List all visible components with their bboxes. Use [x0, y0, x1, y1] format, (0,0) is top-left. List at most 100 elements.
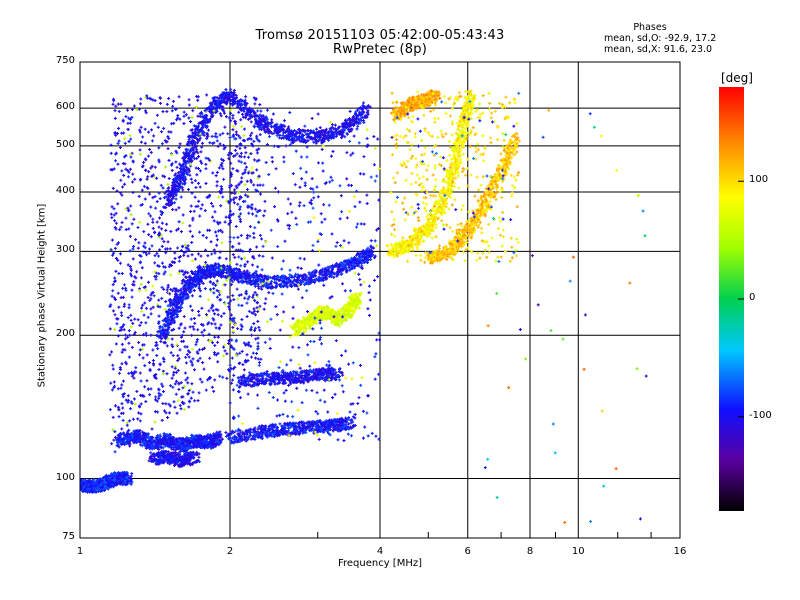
scatter-point: [248, 281, 252, 285]
scatter-point: [258, 276, 262, 280]
scatter-point: [265, 277, 269, 281]
scatter-point: [236, 271, 240, 275]
scatter-point: [253, 285, 257, 288]
scatter-point: [164, 332, 168, 336]
scatter-point: [287, 280, 291, 284]
scatter-point: [179, 303, 183, 307]
scatter-point: [224, 88, 228, 92]
scatter-point: [177, 310, 181, 314]
scatter-point: [166, 331, 170, 335]
scatter-point: [167, 319, 171, 323]
scatter-point: [159, 337, 163, 341]
scatter-point: [75, 478, 78, 481]
plot-grid: [79, 62, 681, 538]
scatter-point: [190, 283, 194, 287]
scatter-point: [159, 340, 163, 344]
scatter-point: [163, 341, 167, 345]
scatter-point: [245, 281, 249, 285]
scatter-point: [197, 455, 201, 459]
scatter-point: [195, 272, 199, 276]
scatter-point: [186, 294, 190, 298]
scatter-point: [256, 109, 260, 113]
scatter-point: [238, 273, 242, 277]
scatter-point: [163, 324, 167, 328]
scatter-point: [198, 268, 202, 272]
scatter-point: [212, 267, 216, 271]
scatter-point: [266, 283, 270, 287]
scatter-point: [285, 281, 289, 285]
scatter-point: [166, 304, 170, 308]
scatter-point: [174, 197, 178, 201]
scatter-point: [188, 275, 192, 279]
scatter-point: [237, 280, 241, 284]
scatter-point: [264, 282, 268, 286]
scatter-point: [248, 279, 252, 283]
scatter-point: [238, 276, 242, 280]
scatter-point: [208, 264, 212, 268]
scatter-point: [183, 287, 187, 291]
scatter-point: [187, 288, 191, 292]
scatter-point: [270, 285, 274, 289]
scatter-point: [166, 316, 170, 320]
scatter-point: [225, 269, 229, 273]
scatter-point: [160, 325, 164, 329]
scatter-point: [76, 481, 79, 484]
scatter-point: [290, 275, 294, 279]
scatter-point: [193, 279, 197, 283]
scatter-point: [249, 120, 253, 124]
scatter-point: [173, 303, 177, 307]
scatter-point: [273, 277, 277, 281]
scatter-point: [199, 270, 203, 274]
scatter-point: [180, 281, 184, 285]
scatter-point: [158, 324, 162, 328]
scatter-point: [197, 281, 201, 285]
scatter-point: [179, 289, 183, 293]
scatter-point: [165, 323, 169, 327]
scatter-point: [191, 285, 195, 289]
scatter-point: [173, 309, 177, 313]
scatter-point: [171, 308, 175, 312]
scatter-point: [169, 322, 173, 326]
scatter-point: [279, 282, 283, 286]
scatter-point: [174, 311, 178, 315]
scatter-point: [255, 282, 259, 286]
scatter-point: [241, 112, 245, 116]
scatter-point: [188, 282, 192, 286]
scatter-point: [253, 275, 257, 279]
scatter-point: [226, 266, 230, 270]
scatter-point: [229, 277, 233, 281]
scatter-point: [260, 275, 264, 279]
scatter-point: [195, 282, 199, 286]
scatter-point: [277, 283, 281, 287]
scatter-point: [149, 451, 153, 455]
scatter-point: [206, 269, 210, 273]
scatter-point: [356, 124, 360, 128]
scatter-point: [173, 316, 177, 320]
scatter-point: [225, 271, 229, 275]
scatter-point: [217, 262, 221, 266]
scatter-point: [169, 315, 173, 319]
scatter-point: [166, 313, 170, 317]
scatter-point: [287, 277, 291, 281]
scatter-point: [221, 271, 225, 275]
scatter-point: [256, 284, 260, 288]
scatter-point: [272, 274, 276, 278]
scatter-point: [240, 278, 244, 282]
scatter-point: [270, 279, 274, 283]
scatter-point: [198, 266, 202, 270]
scatter-point: [188, 278, 192, 282]
scatter-point: [222, 268, 226, 272]
scatter-point: [362, 119, 366, 123]
scatter-point: [130, 472, 134, 476]
scatter-point: [167, 326, 171, 330]
scatter-points: [75, 87, 648, 524]
scatter-point: [269, 282, 273, 286]
scatter-point: [170, 318, 174, 322]
scatter-point: [241, 272, 245, 276]
scatter-point: [211, 269, 215, 273]
scatter-point: [369, 257, 373, 261]
scatter-point: [284, 283, 288, 287]
scatter-point: [161, 319, 165, 323]
scatter-point: [200, 275, 204, 279]
scatter-point: [198, 272, 202, 276]
